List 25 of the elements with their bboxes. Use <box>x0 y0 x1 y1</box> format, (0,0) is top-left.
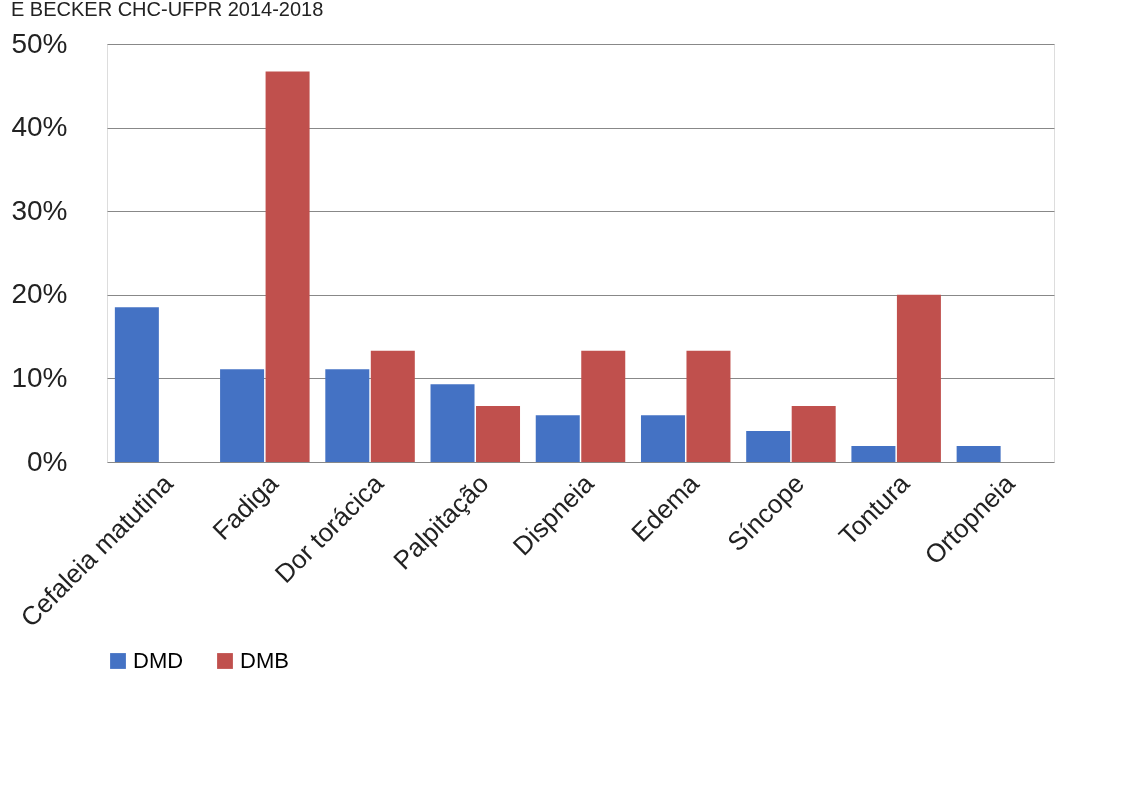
bar <box>476 405 521 462</box>
bar <box>640 415 685 462</box>
y-tick-label: 40% <box>11 111 68 143</box>
legend-label: DMD <box>133 648 184 673</box>
bar <box>114 307 159 462</box>
bar <box>535 415 580 462</box>
legend-label: DMB <box>240 648 289 673</box>
y-tick-label: 30% <box>11 194 68 226</box>
bar <box>430 384 475 462</box>
bar <box>956 446 1001 462</box>
y-tick-label: 50% <box>11 27 68 59</box>
bar <box>746 431 791 462</box>
bar <box>851 446 896 462</box>
bar <box>265 71 310 462</box>
y-tick-label: 0% <box>27 445 68 477</box>
chart-title: E BECKER CHC-UFPR 2014-2018 <box>10 0 324 20</box>
bar <box>581 350 626 462</box>
bar <box>220 369 265 462</box>
y-tick-label: 20% <box>11 278 68 310</box>
bar <box>325 369 370 462</box>
bar <box>686 350 731 462</box>
bar <box>896 294 941 462</box>
bar <box>791 405 836 462</box>
bar <box>370 350 415 462</box>
y-tick-label: 10% <box>11 361 68 393</box>
